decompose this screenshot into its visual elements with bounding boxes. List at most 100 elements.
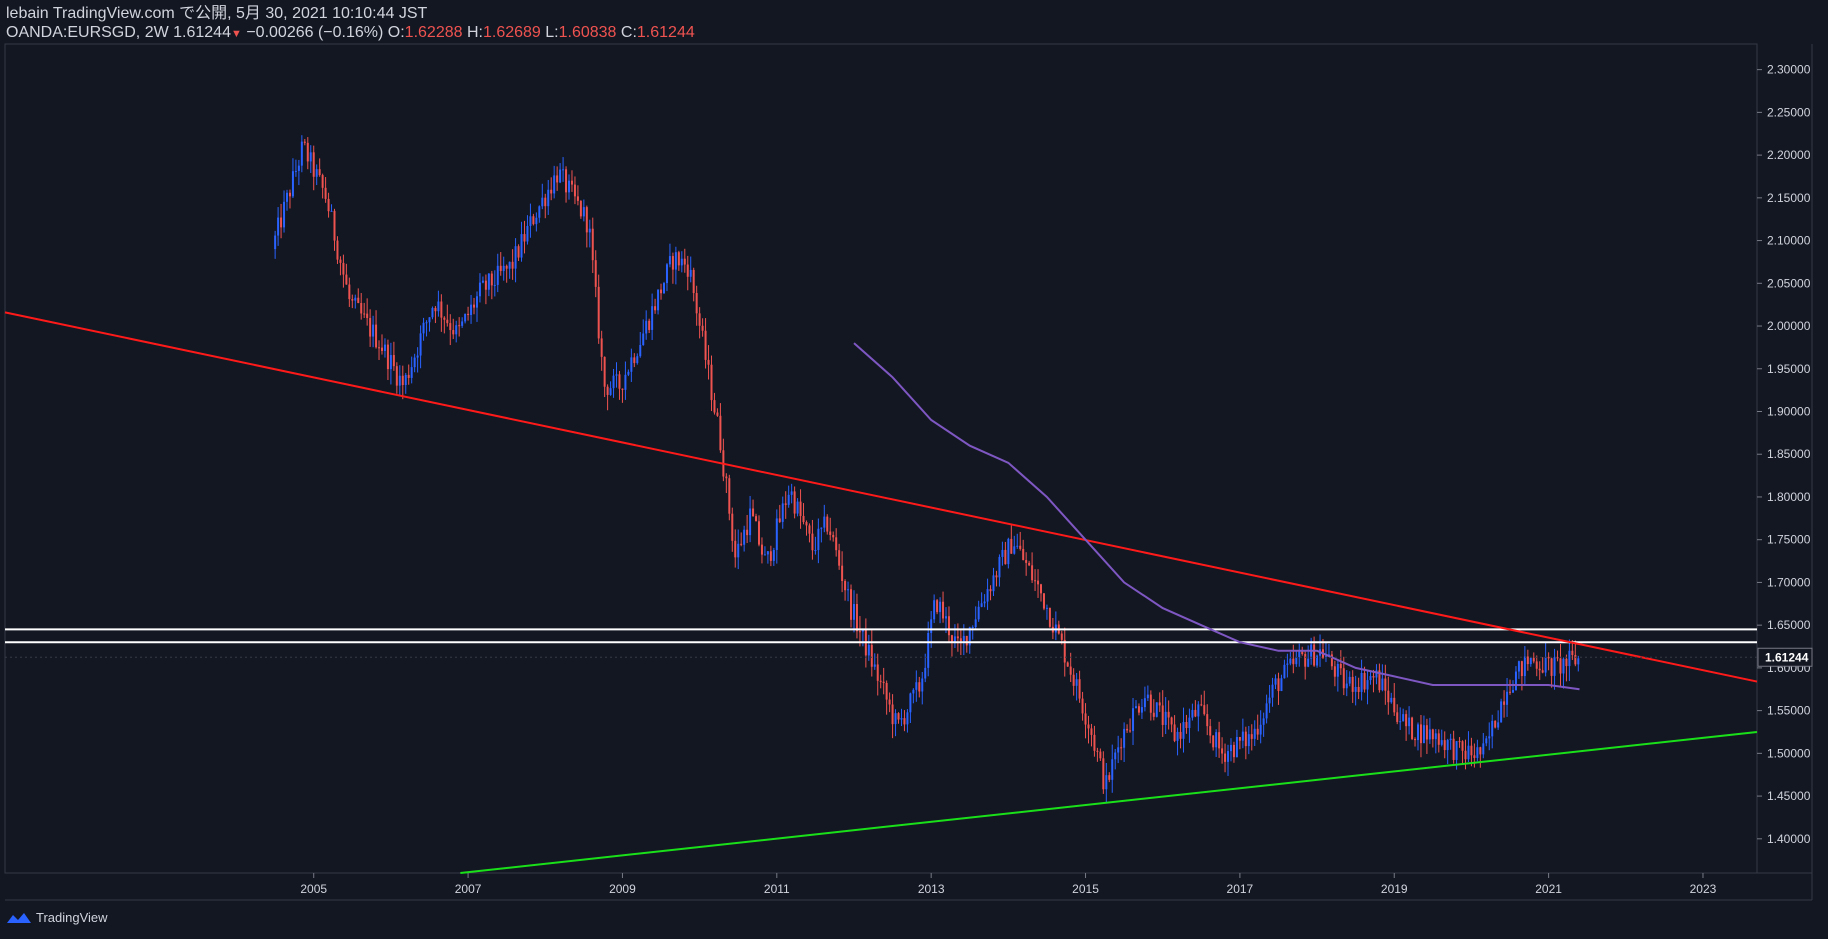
candle-body bbox=[1259, 724, 1262, 735]
candle-body bbox=[1066, 662, 1069, 667]
candle-body bbox=[1295, 657, 1298, 665]
candle-body bbox=[1434, 733, 1437, 740]
y-tick-label: 1.80000 bbox=[1767, 490, 1811, 504]
candle-body bbox=[597, 286, 600, 339]
candle-body bbox=[1031, 565, 1034, 581]
candle-body bbox=[873, 664, 876, 667]
candle-body bbox=[490, 273, 493, 286]
candle-body bbox=[1286, 663, 1289, 665]
candle-body bbox=[514, 246, 517, 269]
y-tick-label: 2.20000 bbox=[1767, 148, 1811, 162]
candle-body bbox=[906, 712, 909, 725]
candle-body bbox=[1034, 580, 1037, 582]
candle-body bbox=[1149, 694, 1152, 713]
candle-body bbox=[321, 175, 324, 188]
candle-body bbox=[660, 289, 663, 294]
candle-body bbox=[945, 616, 948, 619]
candle-body bbox=[1419, 724, 1422, 744]
candle-body bbox=[1514, 671, 1517, 690]
candle-body bbox=[1265, 703, 1268, 719]
candle-body bbox=[288, 192, 291, 197]
candle-body bbox=[392, 355, 395, 367]
candle-body bbox=[306, 142, 309, 162]
y-tick-label: 1.90000 bbox=[1767, 404, 1811, 418]
candle-body bbox=[1042, 593, 1045, 609]
candle-body bbox=[1565, 658, 1568, 667]
candle-body bbox=[544, 197, 547, 207]
candle-body bbox=[550, 189, 553, 194]
candle-body bbox=[1506, 691, 1509, 705]
candle-body bbox=[1277, 678, 1280, 692]
close-label: C: bbox=[620, 24, 637, 41]
candle-body bbox=[1330, 654, 1333, 667]
candle-body bbox=[1375, 670, 1378, 678]
candle-body bbox=[455, 325, 458, 335]
candle-body bbox=[823, 516, 826, 528]
candle-body bbox=[1381, 678, 1384, 691]
candle-body bbox=[835, 537, 838, 551]
candle-body bbox=[1075, 679, 1078, 686]
candle-body bbox=[1467, 745, 1470, 760]
candle-body bbox=[808, 525, 811, 534]
candle-body bbox=[936, 600, 939, 613]
y-tick-label: 2.30000 bbox=[1767, 63, 1811, 77]
x-tick-label: 2015 bbox=[1072, 882, 1099, 896]
candle-body bbox=[565, 169, 568, 193]
candle-body bbox=[1399, 721, 1402, 723]
candle-body bbox=[1476, 747, 1479, 758]
time-axis[interactable]: 2005 2007 2009 2011 2013 2015 2017 2019 2021 2023 bbox=[300, 873, 1717, 896]
moving-average-line bbox=[853, 342, 1580, 691]
candle-body bbox=[1028, 562, 1031, 566]
candle-body bbox=[1123, 728, 1126, 748]
candle-body bbox=[1010, 538, 1013, 554]
candle-body bbox=[1357, 686, 1360, 692]
candle-body bbox=[351, 299, 354, 301]
candle-body bbox=[1126, 728, 1129, 731]
candle-body bbox=[900, 718, 903, 720]
low-value: 1.60838 bbox=[558, 24, 617, 41]
candle-body bbox=[1155, 702, 1158, 717]
candle-body bbox=[763, 554, 766, 556]
y-tick-label: 2.00000 bbox=[1767, 319, 1811, 333]
candle-body bbox=[422, 322, 425, 334]
candle-body bbox=[1179, 731, 1182, 739]
x-tick-label: 2011 bbox=[764, 882, 790, 896]
candle-body bbox=[1422, 725, 1425, 744]
price-axis[interactable]: 2.30000 2.25000 2.20000 2.15000 2.10000 2.050… bbox=[1757, 63, 1811, 846]
y-tick-label: 1.50000 bbox=[1767, 746, 1811, 760]
y-tick-label: 2.05000 bbox=[1767, 276, 1811, 290]
candle-body bbox=[799, 501, 802, 516]
candle-body bbox=[1369, 676, 1372, 681]
candle-body bbox=[1553, 657, 1556, 676]
candle-body bbox=[977, 606, 980, 620]
candle-body bbox=[968, 627, 971, 646]
candle-body bbox=[915, 682, 918, 690]
candle-body bbox=[838, 550, 841, 566]
candle-body bbox=[879, 680, 882, 682]
candle-body bbox=[559, 169, 562, 183]
candle-body bbox=[1268, 697, 1271, 704]
candle-body bbox=[1544, 656, 1547, 673]
candle-body bbox=[728, 478, 731, 514]
candle-body bbox=[1440, 740, 1443, 745]
candle-body bbox=[1405, 714, 1408, 727]
candle-body bbox=[1577, 658, 1580, 665]
candle-body bbox=[912, 689, 915, 694]
candle-body bbox=[1301, 650, 1304, 655]
candle-body bbox=[324, 187, 327, 199]
candle-body bbox=[499, 265, 502, 272]
candle-body bbox=[986, 589, 989, 602]
candle-body bbox=[852, 603, 855, 620]
candle-body bbox=[1060, 633, 1063, 640]
candle-body bbox=[1090, 728, 1093, 735]
candle-body bbox=[1120, 747, 1123, 749]
candle-body bbox=[695, 293, 698, 314]
candle-body bbox=[1137, 706, 1140, 713]
candle-body bbox=[274, 235, 277, 250]
candle-body bbox=[885, 683, 888, 700]
candle-body bbox=[1562, 658, 1565, 674]
candle-body bbox=[639, 345, 642, 357]
candle-body bbox=[719, 415, 722, 451]
candle-body bbox=[1037, 580, 1040, 585]
